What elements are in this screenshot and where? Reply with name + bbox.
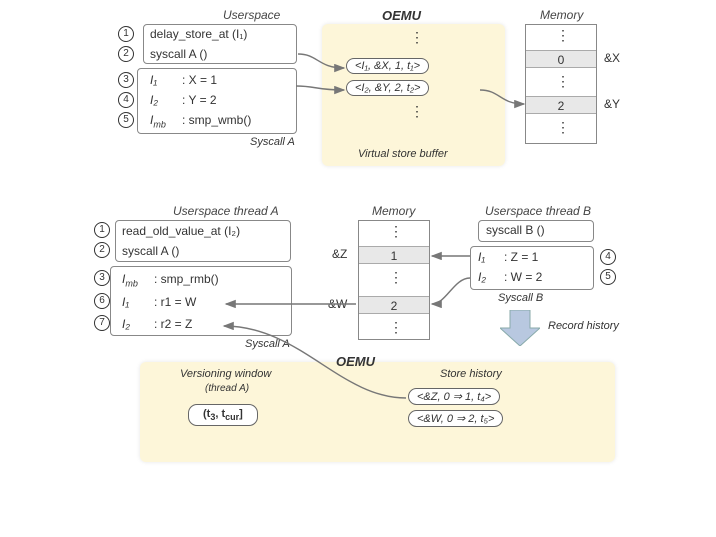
hist-2: <&W, 0 ⇒ 2, t₅> (408, 410, 503, 427)
bot-mem-addr1: &Z (332, 247, 347, 261)
top-oemu-vdots1: ⋮ (410, 34, 420, 40)
top-mem-row1: 0 (526, 50, 596, 68)
bot-mem-vdots3: ⋮ (389, 324, 399, 330)
step-4-right: : Y = 2 (182, 93, 217, 107)
step-4-left: I₂ (150, 93, 158, 107)
top-tuple-1: <I₁, &X, 1, t₁> (346, 58, 429, 74)
botA-3-left: Imb (122, 272, 138, 288)
version-sub: (thread A) (205, 383, 249, 394)
botA-7-marker: 7 (94, 315, 110, 331)
top-oemu-vdots2: ⋮ (410, 108, 420, 114)
botB-5-right: : W = 2 (504, 270, 542, 284)
version-label: Versioning window (180, 368, 271, 380)
hist-1: <&Z, 0 ⇒ 1, t₄> (408, 388, 500, 405)
botB-4-marker: 4 (600, 249, 616, 265)
botB-4-left: I₁ (478, 250, 485, 264)
top-mem-row2: 2 (526, 96, 596, 114)
step-3-right: : X = 1 (182, 73, 217, 87)
top-memory-label: Memory (540, 8, 583, 22)
step-5-marker: 5 (118, 112, 134, 128)
botA-6-marker: 6 (94, 293, 110, 309)
step-4-marker: 4 (118, 92, 134, 108)
botA-3-right: : smp_rmb() (154, 272, 219, 286)
top-mem-vdots2: ⋮ (556, 78, 566, 84)
botA-7-left: I₂ (122, 317, 130, 331)
botB-syscall: syscall B () (486, 223, 545, 237)
botB-5-marker: 5 (600, 269, 616, 285)
botB-4-right: : Z = 1 (504, 250, 538, 264)
top-mem-vdots1: ⋮ (556, 32, 566, 38)
botA-3-marker: 3 (94, 270, 110, 286)
version-val: (t3, tcur] (188, 404, 258, 426)
bot-syscallB-label: Syscall B (498, 292, 543, 304)
top-syscallA-label: Syscall A (250, 136, 295, 148)
top-userspace-label: Userspace (223, 8, 280, 22)
top-tuple-2: <I₂, &Y, 2, t₂> (346, 80, 429, 96)
store-label: Store history (440, 368, 502, 380)
record-arrow (500, 310, 540, 346)
bot-mem-label: Memory (372, 204, 415, 218)
botB-5-left: I₂ (478, 270, 486, 284)
botA-2-marker: 2 (94, 242, 110, 258)
step-3-marker: 3 (118, 72, 134, 88)
step-3-left: I₁ (150, 73, 157, 87)
bot-ua-label: Userspace thread A (173, 204, 279, 218)
step-2-marker: 2 (118, 46, 134, 62)
botA-2-code: syscall A () (122, 244, 179, 258)
step-5-left: Imb (150, 113, 166, 129)
botA-1-marker: 1 (94, 222, 110, 238)
record-label: Record history (548, 320, 619, 332)
step-2-code: syscall A () (150, 47, 207, 61)
bot-mem-vdots2: ⋮ (389, 274, 399, 280)
bot-mem-row2: 2 (359, 296, 429, 314)
botA-6-left: I₁ (122, 295, 129, 309)
bot-oemu-label: OEMU (336, 354, 375, 369)
step-1-code: delay_store_at (I₁) (150, 27, 247, 41)
top-vsb-label: Virtual store buffer (358, 148, 448, 160)
botA-7-right: : r2 = Z (154, 317, 192, 331)
top-oemu-title: OEMU (382, 8, 421, 23)
top-mem-vdots3: ⋮ (556, 124, 566, 130)
bot-mem-addr2: &W (328, 297, 347, 311)
top-mem-addr2: &Y (604, 97, 620, 111)
bot-ub-label: Userspace thread B (485, 204, 591, 218)
top-mem-addr1: &X (604, 51, 620, 65)
botA-1-code: read_old_value_at (I₂) (122, 224, 240, 238)
step-5-right: : smp_wmb() (182, 113, 251, 127)
step-1-marker: 1 (118, 26, 134, 42)
bot-mem-row1: 1 (359, 246, 429, 264)
bot-syscallA-label: Syscall A (245, 338, 290, 350)
botA-6-right: : r1 = W (154, 295, 196, 309)
bot-mem-vdots1: ⋮ (389, 228, 399, 234)
